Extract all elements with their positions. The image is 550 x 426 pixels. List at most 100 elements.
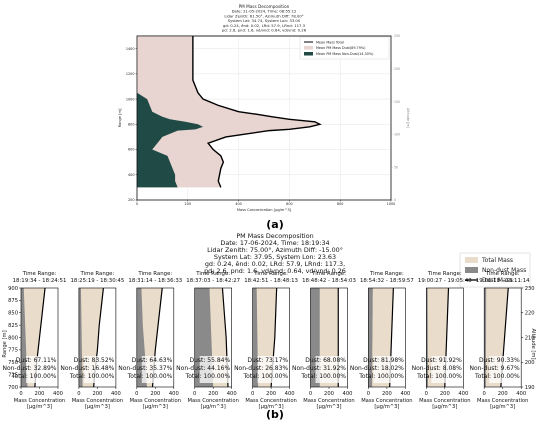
- subplot-nondust-stat: Non-dust: 44.16%: [176, 365, 230, 372]
- subplot-nondust-area: [78, 288, 83, 387]
- subplot-xlabel: Mass Concentration: [419, 398, 470, 404]
- subplot-xlabel-unit: [µg/m^3]: [490, 404, 515, 410]
- subplot-nondust-stat: Non-dust: 18.02%: [350, 365, 404, 372]
- subplot-x-tick-label: 400: [169, 391, 179, 397]
- subplot-9: Time Range:19:06:18 - 19:11:14 Dust: 90.3…: [469, 271, 534, 410]
- subplot-y2-tick-label: 190: [525, 385, 535, 391]
- subplot-stats-box: [431, 356, 463, 383]
- panel-a-nondust-area: [137, 36, 204, 188]
- subplot-x-tick-label: 0: [77, 391, 80, 397]
- subplot-dust-stat: Dust: 91.92%: [421, 357, 462, 364]
- subplot-xlabel: Mass Concentration: [245, 398, 296, 404]
- subplot-total-stat: Total: 100.00%: [242, 373, 288, 380]
- subplot-xlabel: Mass Concentration: [187, 398, 238, 404]
- subplot-total-stat: Total: 100.00%: [185, 373, 231, 380]
- subplot-time-range: 19:00:27 - 19:05:48: [418, 278, 472, 284]
- subplot-x-tick-label: 0: [309, 391, 312, 397]
- subplot-xlabel: Mass Concentration: [14, 398, 65, 404]
- subplot-x-tick-label: 400: [227, 391, 237, 397]
- subplot-xlabel-unit: [µg/m^3]: [201, 404, 226, 410]
- subplot-xlabel-unit: [µg/m^3]: [143, 404, 168, 410]
- legend-a-dust-label: Mean PM Mass Dust(89.79%): [316, 46, 366, 50]
- panel-a-title-line: System Lat: 34.74, System Lon: 33.00: [228, 18, 301, 23]
- subplot-total-stat: Total: 100.00%: [416, 373, 462, 380]
- panel-b-y2label: Altitude [m]: [530, 328, 536, 359]
- subplot-time-range: 18:54:32 - 18:59:57: [360, 278, 414, 284]
- subplot-x-tick-label: 200: [266, 391, 276, 397]
- subplot-nondust-area: [368, 288, 373, 387]
- subplot-y-tick-label: 775: [8, 348, 18, 354]
- panel-a-y2-ticks: 0 50 100 150 200 250: [391, 34, 400, 202]
- subplot-x-tick-label: 0: [251, 391, 254, 397]
- subplot-y-tick-label: 900: [8, 286, 18, 292]
- subplot-nondust-stat: Non-dust: 26.83%: [234, 365, 288, 372]
- panel-a-y-tick-label: 400: [128, 173, 134, 177]
- panel-a-y-tick-label: 1200: [126, 72, 135, 76]
- subplot-x-tick-label: 0: [367, 391, 370, 397]
- subplot-total-stat: Total: 100.00%: [11, 373, 57, 380]
- panel-a-y2label: Altitude [m]: [406, 108, 410, 129]
- panel-a-legend: Mean Mass Total Mean PM Mass Dust(89.79%…: [299, 36, 390, 60]
- panel-a-title-line: pd: 2.6, pnd: 1.6, vd/vnd: 0.64, vd/vnd:…: [222, 28, 307, 33]
- subplot-x-tick-label: 400: [111, 391, 121, 397]
- subplot-time-range: 18:19:34 - 18:24:51: [13, 278, 67, 284]
- panel-b-title-line: gd: 0.24, ênd: 0.02, LRd: 57.9, LRnd: 11…: [205, 260, 345, 268]
- subplot-x-tick-label: 200: [382, 391, 392, 397]
- subplot-nondust-area: [484, 288, 487, 387]
- panel-a-ylabel: Range [m]: [118, 108, 122, 127]
- subplot-stats-box: [489, 356, 521, 383]
- subplot-nondust-area: [21, 288, 28, 387]
- subplot-x-tick-label: 200: [498, 391, 508, 397]
- panel-a-y2-tick-label: 0: [394, 198, 396, 202]
- subplot-time-header: Time Range:: [369, 271, 404, 277]
- legend-a-nondust-swatch: [304, 52, 313, 56]
- subplot-y-tick-label: 825: [8, 323, 18, 329]
- panel-b-label: (b): [266, 408, 284, 421]
- subplot-time-range: 18:48:42 - 18:54:03: [302, 278, 356, 284]
- subplot-dust-stat: Dust: 55.84%: [189, 357, 230, 364]
- subplot-y-tick-label: 800: [8, 335, 18, 341]
- subplot-total-stat: Total: 100.00%: [358, 373, 404, 380]
- subplot-dust-stat: Dust: 64.63%: [132, 357, 173, 364]
- panel-a-y2-tick-label: 200: [394, 67, 400, 71]
- subplot-stats-box: [257, 356, 289, 383]
- subplot-7: Time Range:18:54:32 - 18:59:57 Dust: 81.9…: [350, 271, 414, 410]
- subplot-time-header: Time Range:: [311, 271, 346, 277]
- subplot-xlabel-unit: [µg/m^3]: [259, 404, 284, 410]
- subplot-time-range: 18:31:14 - 18:36:33: [128, 278, 182, 284]
- panel-b-title-line: pd: 2.6, pnd: 1.6, vd/vnd: 0.64, vd/vnd:…: [204, 267, 346, 275]
- subplot-y-tick-label: 850: [8, 311, 18, 317]
- panel-a-title-line: gd: 0.24, ênd: 0.02, LRd: 57.9, LRnd: 11…: [223, 23, 306, 28]
- subplot-x-tick-label: 200: [440, 391, 450, 397]
- legend-a-nondust-label: Mean PM Mass Non-Dust(14.30%): [316, 52, 374, 56]
- subplot-xlabel-unit: [µg/m^3]: [27, 404, 52, 410]
- subplot-dust-stat: Dust: 83.52%: [74, 357, 115, 364]
- subplot-y-tick-label: 700: [8, 385, 18, 391]
- subplot-dust-stat: Dust: 81.98%: [363, 357, 404, 364]
- subplot-x-tick-label: 400: [458, 391, 468, 397]
- subplot-time-header: Time Range:: [195, 271, 230, 277]
- subplot-dust-stat: Dust: 73.17%: [247, 357, 288, 364]
- subplot-nondust-area: [252, 288, 259, 387]
- subplot-x-tick-label: 0: [19, 391, 22, 397]
- subplot-y2-tick-label: 230: [525, 286, 535, 292]
- subplot-y-tick-label: 750: [8, 360, 18, 366]
- legend-b-total-label: Total Mass: [481, 257, 513, 264]
- panel-b-ylabel: Range [m]: [2, 330, 8, 357]
- panel-a-dust-area: [137, 36, 320, 188]
- panel-a-title-line: PM Mass Decomposition: [239, 4, 290, 9]
- subplot-time-range: 19:06:18 - 19:11:14: [476, 278, 530, 284]
- panel-a-y-tick-label: 1000: [126, 97, 135, 101]
- panel-a-x-tick-label: 200: [185, 202, 191, 206]
- subplot-8: Time Range:19:00:27 - 19:05:48 Dust: 91.9…: [412, 271, 473, 410]
- subplot-x-tick-label: 200: [150, 391, 160, 397]
- panel-a-y2-tick-label: 50: [394, 165, 398, 169]
- subplot-2: Time Range:18:25:19 - 18:30:45 Dust: 83.5…: [60, 271, 124, 410]
- legend-b-nondust-swatch: [465, 267, 478, 273]
- subplot-x-tick-label: 200: [92, 391, 102, 397]
- panel-a-y2-tick-label: 250: [394, 34, 400, 38]
- subplot-x-tick-label: 0: [425, 391, 428, 397]
